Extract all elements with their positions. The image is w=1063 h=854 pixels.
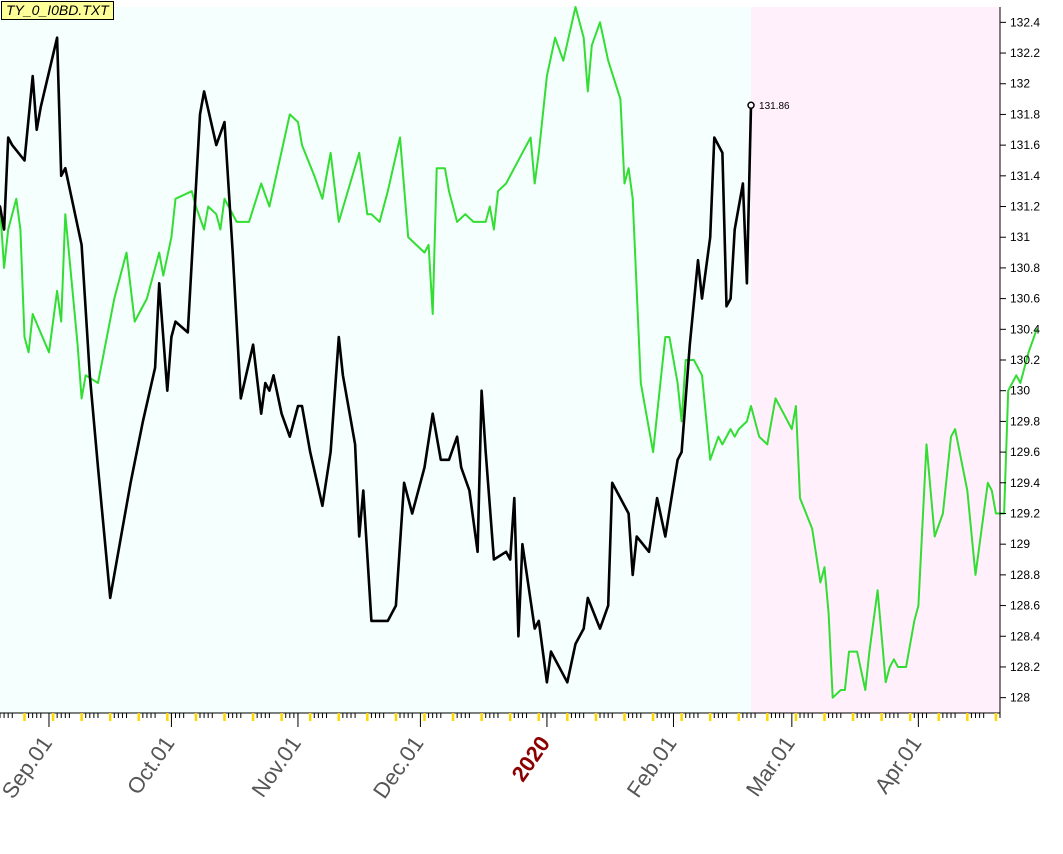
y-tick-label: 132.4 (1010, 15, 1040, 29)
y-tick-label: 128.2 (1010, 660, 1040, 674)
y-tick-label: 129.2 (1010, 506, 1040, 520)
x-month-label: Oct.01 (122, 732, 180, 799)
price-series-line (0, 36, 753, 684)
y-tick-label: 131.6 (1010, 138, 1040, 152)
history-region (0, 7, 752, 713)
y-tick-label: 131.2 (1010, 200, 1040, 214)
y-tick-label: 131.8 (1010, 107, 1040, 121)
y-tick-label: 130.8 (1010, 261, 1040, 275)
y-tick-label: 128.4 (1010, 629, 1040, 643)
last-price-label: 131.86 (759, 101, 790, 112)
x-month-label: Mar.01 (741, 732, 800, 801)
chart-marks: 131.86 (0, 6, 1038, 699)
y-tick-label: 130.2 (1010, 353, 1040, 367)
y-tick-label: 128.6 (1010, 599, 1040, 613)
y-tick-label: 128.8 (1010, 568, 1040, 582)
symbol-label: TY_0_I0BD.TXT (1, 1, 114, 20)
y-axis: 132.4 132.2 132 131.8 131.6 131.4 131.2 131 130.… (999, 7, 1040, 713)
x-month-label: Dec.01 (368, 732, 428, 803)
y-tick-label: 128 (1010, 691, 1030, 705)
x-axis: Sep.01 Oct.01 Nov.01 Dec.01 2020 Feb.01 Mar.01… (0, 712, 1001, 803)
y-tick-label: 132 (1010, 77, 1030, 91)
y-tick-label: 131 (1010, 230, 1030, 244)
y-tick-label: 129.8 (1010, 414, 1040, 428)
projection-series-line (0, 6, 1038, 699)
y-tick-label: 129.6 (1010, 445, 1040, 459)
forecast-region (751, 7, 1000, 713)
x-month-label: Apr.01 (869, 732, 926, 798)
y-tick-label: 130 (1010, 384, 1030, 398)
y-tick-label: 129 (1010, 537, 1030, 551)
x-month-label: Sep.01 (0, 732, 57, 803)
x-year-label: 2020 (506, 732, 555, 786)
y-tick-label: 132.2 (1010, 46, 1040, 60)
y-tick-label: 130.6 (1010, 292, 1040, 306)
y-tick-label: 130.4 (1010, 322, 1040, 336)
y-tick-label: 129.4 (1010, 476, 1040, 490)
last-price-marker (747, 101, 755, 109)
x-month-label: Feb.01 (622, 732, 682, 802)
y-tick-label: 131.4 (1010, 169, 1040, 183)
x-month-label: Nov.01 (247, 732, 307, 802)
